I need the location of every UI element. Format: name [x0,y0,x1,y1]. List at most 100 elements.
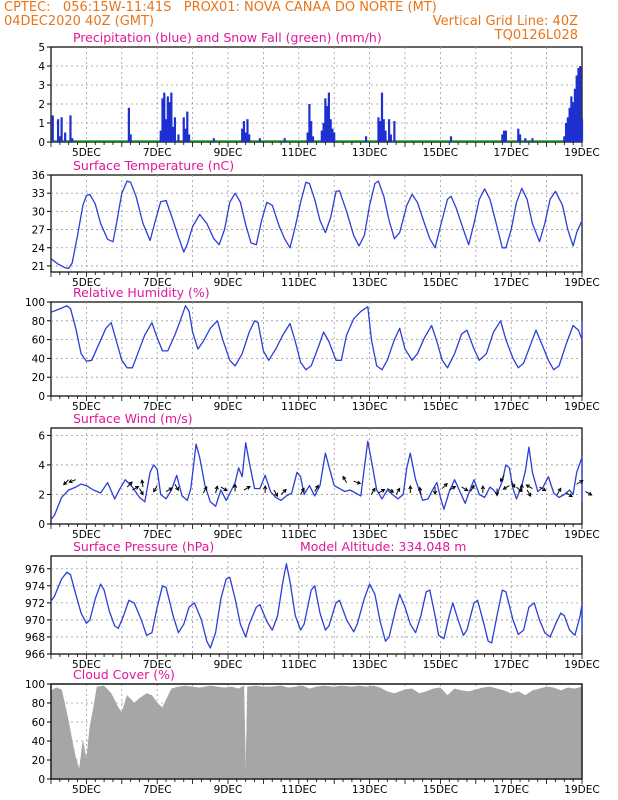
wind-arrow [263,484,268,493]
humidity-ytick-label: 0 [38,391,45,403]
wind-arrow [280,488,287,495]
wind-arrow-head [542,487,547,492]
wind-arrow [202,486,208,494]
wind-arrow [539,486,547,492]
wind-arrow-shaft [300,488,305,495]
wind-arrow [461,486,469,492]
wind-arrow-head [371,487,376,492]
precip-ytick-label: 1 [38,118,45,130]
humidity-xtick-label: 5DEC [72,401,101,413]
wind-arrow-head [451,486,457,490]
wind-arrow [220,486,228,492]
wind-arrow [68,479,76,484]
precip-bar [580,119,584,142]
pressure-ytick-label: 976 [25,564,45,576]
precip-bar [64,132,67,142]
wind-arrow-head [396,487,401,492]
wind-arrow [519,483,524,492]
temperature-ytick-label: 33 [32,188,45,200]
temperature-frame [50,174,583,273]
wind-arrow-shaft [69,479,76,483]
wind-arrow-head [381,488,386,493]
wind-arrow [408,484,413,493]
precip-bar [241,128,244,142]
wind-arrow-head [511,483,516,489]
pressure-ytick-label: 970 [25,615,45,627]
precip-bar [246,119,249,142]
wind-arrow [378,488,386,494]
precip-bar [129,134,132,142]
wind-ytick-label: 0 [38,519,45,531]
precip-bar [568,107,571,142]
wind-arrow-head [128,481,133,486]
wind-arrow-shaft [202,486,208,494]
precip-bar [51,115,54,142]
cloud-frame-top [50,683,583,780]
wind-arrow-head [175,486,179,492]
wind-arrow-shaft [141,480,144,488]
precip-bar [311,136,315,142]
cloud-xtick-label: 11DEC [281,784,316,796]
header-grid-line: Vertical Grid Line: 40Z [432,14,578,29]
precip-bar [384,130,387,142]
chart-header: CPTEC: 056:15W-11:41S PROX01: NOVA CANAA… [0,0,618,46]
precip-bar [172,126,175,142]
precip-bar [248,134,251,142]
precip-bar [331,128,334,142]
wind-arrow-head [557,487,562,492]
cloud-ytick-label: 0 [38,774,45,786]
wind-arrow-shaft [215,486,218,494]
wind-arrow [448,486,457,491]
wind-arrow-shaft [556,488,562,495]
wind-arrow-head [432,490,438,496]
wind-arrow-shaft [500,475,505,482]
pressure-ytick-label: 966 [25,649,45,661]
wind-arrow-shaft [448,486,456,491]
cloud-ytick-label: 20 [32,755,45,767]
precip-frame [50,46,583,143]
pressure-ytick-label: 968 [25,632,45,644]
precip-bar [382,119,385,142]
wind-arrow-head [408,484,413,490]
precip-bar [320,130,323,142]
temperature-xtick-label: 5DEC [72,277,101,289]
wind-arrow [139,488,144,496]
wind-arrow [516,486,523,493]
wind-arrow-head [579,480,584,484]
precip-panel: 0 1 2 3 4 5 5DEC 7DEC 9DEC 11DEC 13DEC 15DEC 17DEC 19… [38,30,599,159]
header-run-date: 04DEC2020 40Z (GMT) [4,14,155,29]
temperature-ytick-label: 24 [32,243,46,255]
precip-bar [393,121,396,142]
wind-xtick-label: 15DEC [423,529,458,541]
precip-bar [244,132,247,142]
wind-arrow-head [314,484,319,489]
pressure-ytick-label: 974 [25,581,45,593]
pressure-frame [50,555,583,655]
precip-bar [164,119,168,142]
cloud-cover-area [50,685,583,780]
wind-arrow-shaft [419,487,422,495]
precip-bar [504,130,507,142]
cloud-xtick-label: 19DEC [564,784,599,796]
wind-ytick-label: 6 [38,430,45,442]
wind-arrow-shaft [576,480,584,485]
humidity-ytick-label: 20 [32,372,45,384]
wind-arrow-shaft [526,484,533,489]
temperature-xtick-label: 11DEC [281,277,316,289]
wind-arrow-shaft [126,481,133,488]
precip-bar [449,136,453,142]
wind-series-line [50,440,583,520]
temperature-ytick-label: 21 [32,261,45,273]
cloud-xtick-label: 7DEC [143,784,172,796]
precip-bar [177,134,180,142]
humidity-ytick-label: 80 [32,316,45,328]
wind-arrow-head [140,479,145,484]
wind-xtick-label: 17DEC [493,529,528,541]
humidity-xtick-label: 15DEC [423,401,458,413]
temperature-ytick-label: 36 [32,170,46,182]
wind-xtick-label: 7DEC [143,529,172,541]
precip-bar [327,92,330,142]
pressure-xtick-label: 9DEC [214,659,243,671]
precip-ytick-label: 3 [38,80,45,92]
wind-arrow [585,491,593,496]
